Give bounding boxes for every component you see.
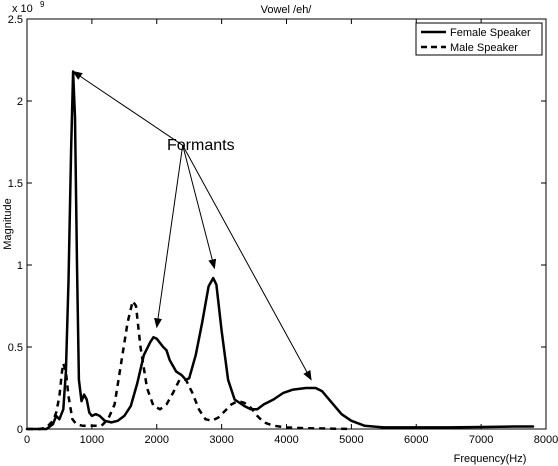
x-tick-label: 0 (24, 434, 30, 446)
legend-label-female: Female Speaker (450, 27, 531, 39)
annotation-arrow (182, 145, 312, 381)
legend: Female Speaker Male Speaker (415, 22, 543, 56)
series-line-female (25, 70, 535, 431)
series-layer (25, 70, 535, 431)
legend-label-male: Male Speaker (450, 42, 518, 54)
x-tick-label: 1000 (80, 434, 104, 446)
annotation-layer: Formants (72, 70, 312, 381)
y-multiplier-label: x 10 (12, 3, 33, 15)
x-tick-label: 6000 (404, 434, 428, 446)
annotation-arrow (154, 145, 184, 329)
y-tick-label: 2.5 (8, 14, 23, 26)
x-tick-label: 5000 (339, 434, 363, 446)
legend-box (415, 22, 543, 56)
y-axis-label: Magnitude (2, 198, 14, 249)
x-axis-ticks: 0 1000 2000 3000 4000 5000 6000 7000 8000 (24, 19, 558, 446)
y-tick-label: 1.5 (8, 178, 23, 190)
y-tick-label: 2 (17, 96, 23, 108)
annotation-arrow (182, 145, 217, 270)
y-tick-label: 0.5 (8, 342, 23, 354)
y-tick-label: 0 (17, 424, 23, 436)
formants-annotation: Formants (167, 137, 235, 154)
x-axis-label: Frequency(Hz) (454, 453, 527, 465)
chart-title: Vowel /eh/ (261, 4, 313, 16)
series-line-male (27, 299, 352, 431)
y-tick-label: 1 (17, 260, 23, 272)
x-tick-label: 3000 (209, 434, 233, 446)
annotation-arrow (72, 70, 183, 146)
x-tick-label: 4000 (274, 434, 298, 446)
x-tick-label: 8000 (534, 434, 558, 446)
y-axis-ticks: 0 0.5 1 1.5 2 2.5 (8, 14, 546, 436)
y-multiplier-exponent: 9 (40, 0, 45, 9)
x-tick-label: 7000 (469, 434, 493, 446)
plot-frame (26, 18, 547, 430)
x-tick-label: 2000 (145, 434, 169, 446)
